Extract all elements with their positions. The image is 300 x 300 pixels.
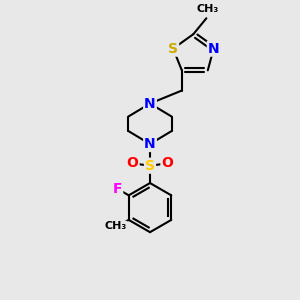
Text: S: S xyxy=(145,159,155,173)
Text: O: O xyxy=(127,156,139,170)
Text: N: N xyxy=(144,137,156,151)
Text: N: N xyxy=(208,42,219,56)
Text: S: S xyxy=(168,42,178,56)
Text: O: O xyxy=(161,156,173,170)
Text: N: N xyxy=(144,97,156,110)
Text: F: F xyxy=(113,182,122,196)
Text: CH₃: CH₃ xyxy=(105,221,127,231)
Text: CH₃: CH₃ xyxy=(197,4,219,14)
